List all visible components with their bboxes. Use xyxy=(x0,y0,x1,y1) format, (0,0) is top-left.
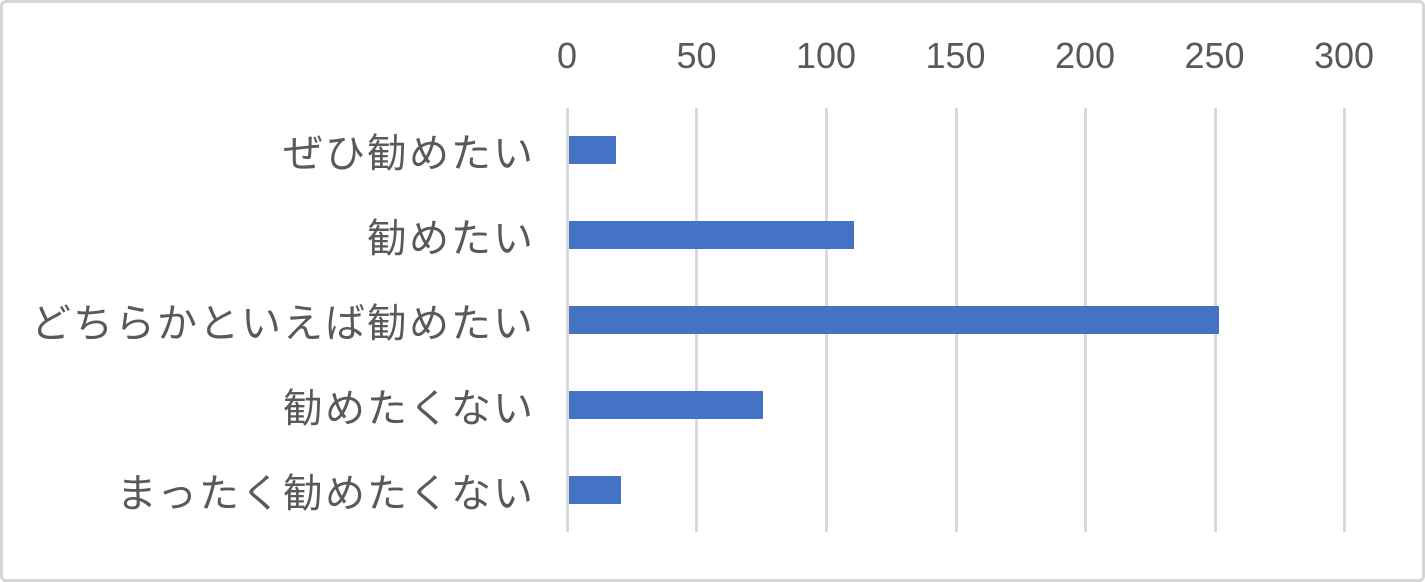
bar-0 xyxy=(569,136,616,165)
x-axis-tick-label: 50 xyxy=(676,35,717,76)
bar-2 xyxy=(569,306,1220,334)
gridline-x-0 xyxy=(566,108,569,532)
x-axis: 0 50 100 150 200 250 300 xyxy=(557,33,1374,79)
x-axis-tick-label: 250 xyxy=(1184,35,1245,76)
gridline-x-300 xyxy=(1343,108,1346,532)
bar-4 xyxy=(569,475,621,504)
category-label: どちらかといえば勧めたい xyxy=(31,302,535,346)
bar-3 xyxy=(569,390,764,419)
bar-1 xyxy=(569,221,854,250)
x-axis-tick-label: 300 xyxy=(1313,35,1375,76)
x-axis-tick-label: 100 xyxy=(795,35,857,76)
x-axis-tick-label: 200 xyxy=(1054,35,1116,76)
y-axis-category-labels: ぜひ勧めたい勧めたいどちらかといえば勧めたい勧めたくないまったく勧めたくない xyxy=(3,108,535,532)
category-label: 勧めたくない xyxy=(283,386,535,431)
x-axis-tick-label: 150 xyxy=(925,35,986,76)
plot-area xyxy=(566,108,1346,532)
category-label: 勧めたい xyxy=(367,217,535,262)
category-label: まったく勧めたくない xyxy=(116,471,535,516)
x-axis-tick-label: 0 xyxy=(556,35,578,76)
category-label: ぜひ勧めたい xyxy=(283,132,535,177)
